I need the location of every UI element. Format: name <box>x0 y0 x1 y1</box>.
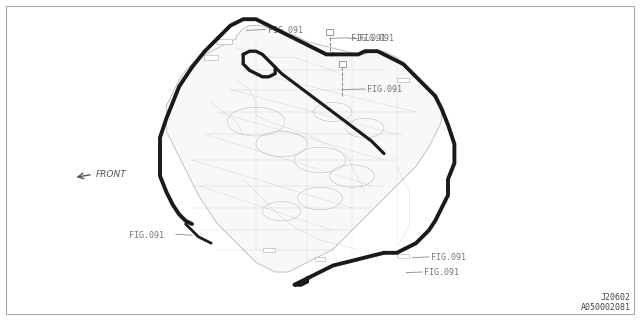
Polygon shape <box>166 26 442 272</box>
Bar <box>315 257 325 261</box>
Text: J20602: J20602 <box>600 293 630 302</box>
Bar <box>326 29 333 35</box>
Bar <box>216 39 232 44</box>
Text: FIG.091: FIG.091 <box>367 85 402 94</box>
Bar <box>263 248 275 252</box>
Text: FIG.091: FIG.091 <box>431 253 466 262</box>
Text: A050002081: A050002081 <box>580 303 630 312</box>
Bar <box>397 254 409 258</box>
Bar <box>339 61 346 67</box>
Text: FIG.091: FIG.091 <box>424 268 460 277</box>
Text: FRONT: FRONT <box>96 170 127 179</box>
Text: FIG.091: FIG.091 <box>359 34 394 43</box>
Bar <box>397 78 409 82</box>
Text: FIG.091: FIG.091 <box>268 26 303 35</box>
Text: FIG.091: FIG.091 <box>129 231 164 240</box>
Text: FIG.091: FIG.091 <box>351 34 386 43</box>
Bar <box>204 55 218 60</box>
